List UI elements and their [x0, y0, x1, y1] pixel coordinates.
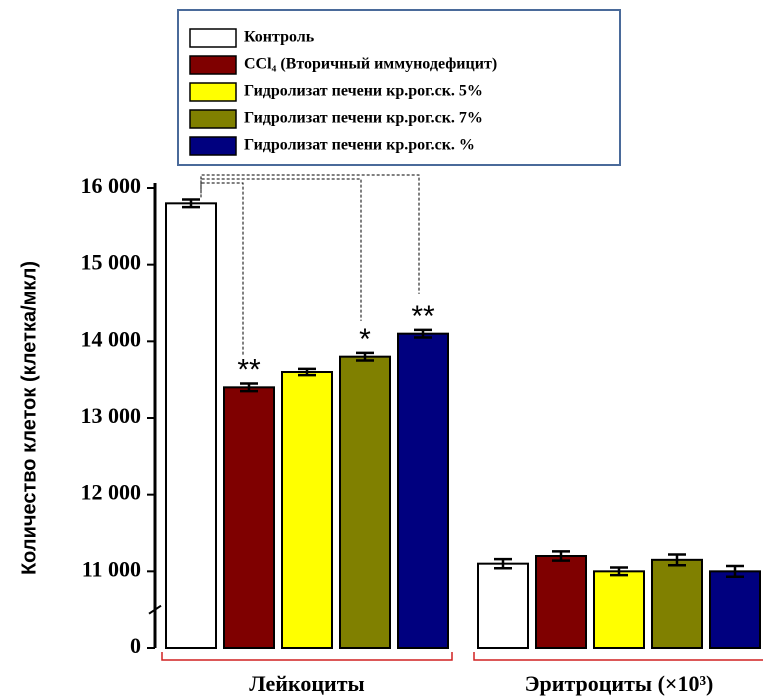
y-tick-label: 15 000: [81, 250, 142, 275]
legend-label: Гидролизат печени кр.рог.ск. 7%: [244, 110, 483, 127]
error-bar: [240, 382, 258, 393]
bar: [397, 332, 449, 649]
legend-label: Контроль: [244, 29, 315, 46]
axis-break: [148, 604, 162, 615]
bar: [535, 555, 587, 649]
error-bar: [726, 564, 744, 578]
error-bar: [610, 566, 628, 577]
y-tick-label: 12 000: [81, 480, 142, 505]
legend-swatch: [189, 28, 237, 48]
bar: [165, 202, 217, 649]
bar: [477, 562, 529, 650]
error-bar: [552, 550, 570, 562]
x-category-label: Лейкоциты: [249, 671, 364, 696]
comparison-line: [200, 178, 362, 321]
legend-swatch: [189, 55, 237, 75]
bar: [651, 558, 703, 649]
group-bracket: [161, 652, 453, 661]
legend-swatch: [189, 109, 237, 129]
group-bracket: [473, 652, 763, 661]
y-tick-label: 0: [130, 633, 141, 658]
significance-label: *: [359, 323, 371, 356]
bar: [593, 570, 645, 649]
bar: [339, 355, 391, 649]
x-category-label: Эритроциты (×10³): [525, 671, 714, 696]
bar: [223, 386, 275, 649]
error-bar: [356, 351, 374, 362]
error-bar: [182, 198, 200, 209]
significance-label: **: [237, 353, 261, 386]
comparison-line: [200, 174, 420, 294]
y-tick-label: 13 000: [81, 403, 142, 428]
legend-label: Гидролизат печени кр.рог.ск. %: [244, 137, 475, 154]
bar: [709, 570, 761, 649]
comparison-line: [200, 182, 244, 356]
legend-label: Гидролизат печени кр.рог.ск. 5%: [244, 83, 483, 100]
error-bar: [414, 328, 432, 339]
y-tick-label: 16 000: [81, 173, 142, 198]
y-tick-label: 11 000: [82, 556, 141, 581]
error-bar: [668, 553, 686, 567]
legend-label: CCl₄ (Вторичный иммунодефицит): [244, 56, 497, 73]
legend-swatch: [189, 136, 237, 156]
y-tick-label: 14 000: [81, 326, 142, 351]
legend-box: [177, 9, 621, 166]
significance-label: **: [411, 300, 435, 333]
error-bar: [298, 367, 316, 377]
y-axis-label: Количество клеток (клетка/мкл): [18, 261, 40, 575]
legend-swatch: [189, 82, 237, 102]
error-bar: [494, 557, 512, 570]
bar: [281, 371, 333, 649]
